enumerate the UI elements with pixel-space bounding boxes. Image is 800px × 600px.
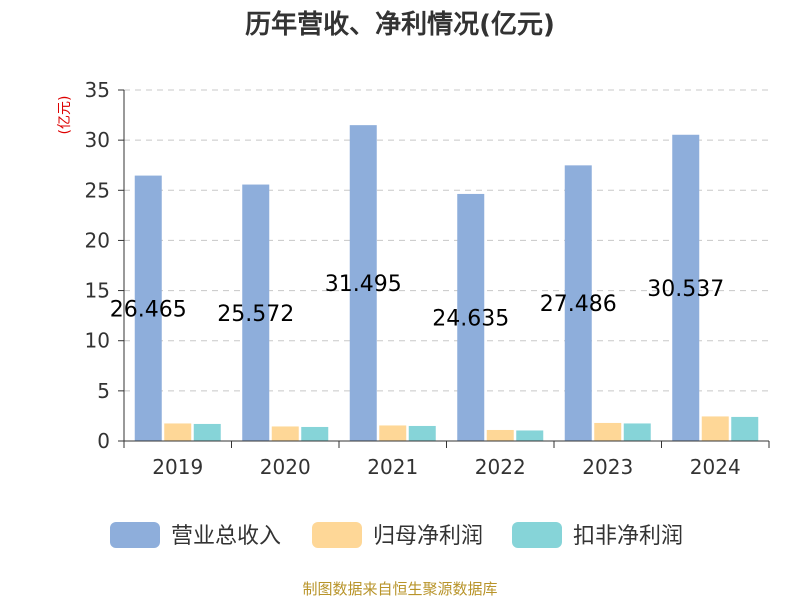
- grid-lines: [124, 89, 769, 392]
- y-tick-label: 30: [85, 128, 110, 152]
- data-label: 27.486: [540, 292, 617, 317]
- data-label: 24.635: [432, 306, 509, 331]
- bar-3-2021[interactable]: [408, 425, 436, 441]
- x-tick-label: 2022: [475, 455, 526, 479]
- bar-3-2022[interactable]: [516, 430, 544, 441]
- data-labels: 26.465 25.572 31.495 24.635 27.486 30.537: [110, 272, 724, 331]
- x-tick-label: 2024: [690, 455, 741, 479]
- y-axis-unit-label: (亿元): [57, 96, 73, 135]
- data-label: 26.465: [110, 297, 187, 322]
- legend-label: 扣非净利润: [573, 524, 683, 549]
- x-tick-label: 2021: [367, 455, 418, 479]
- y-tick-label: 10: [85, 329, 110, 353]
- y-tick-label: 35: [85, 78, 110, 102]
- bar-1-2023[interactable]: [564, 165, 592, 442]
- bar-1-2021[interactable]: [349, 125, 377, 441]
- bar-2-2023[interactable]: [594, 422, 622, 441]
- y-tick-label: 20: [85, 228, 110, 252]
- legend-swatch: [512, 522, 562, 548]
- bar-2-2019[interactable]: [164, 423, 192, 441]
- y-tick-label: 15: [85, 279, 110, 303]
- bar-3-2024[interactable]: [731, 416, 759, 441]
- x-tick-label: 2019: [152, 455, 203, 479]
- data-label: 30.537: [647, 277, 724, 302]
- bar-1-2019[interactable]: [134, 175, 162, 441]
- legend-swatch: [312, 522, 362, 548]
- legend-swatch: [110, 522, 160, 548]
- legend-label: 营业总收入: [171, 524, 281, 549]
- bar-1-2022[interactable]: [457, 193, 485, 441]
- data-source-note: 制图数据来自恒生聚源数据库: [302, 580, 497, 598]
- legend-item-1[interactable]: 营业总收入: [110, 522, 281, 549]
- bar-3-2023[interactable]: [623, 423, 651, 441]
- bar-3-2019[interactable]: [193, 423, 221, 441]
- bar-2-2024[interactable]: [701, 416, 729, 441]
- chart-title: 历年营收、净利情况(亿元): [245, 9, 555, 40]
- legend[interactable]: 营业总收入 归母净利润 扣非净利润: [110, 522, 683, 549]
- bar-1-2020[interactable]: [242, 184, 270, 441]
- legend-label: 归母净利润: [373, 524, 483, 549]
- bar-2-2022[interactable]: [486, 429, 514, 441]
- legend-item-2[interactable]: 归母净利润: [312, 522, 483, 549]
- bar-2-2021[interactable]: [379, 425, 407, 441]
- x-tick-label: 2023: [582, 455, 633, 479]
- bar-2-2020[interactable]: [271, 426, 299, 441]
- y-tick-label: 0: [97, 429, 110, 453]
- x-tick-label: 2020: [260, 455, 311, 479]
- legend-item-3[interactable]: 扣非净利润: [512, 522, 683, 549]
- bar-1-2024[interactable]: [672, 134, 700, 441]
- data-label: 31.495: [325, 272, 402, 297]
- data-label: 25.572: [217, 302, 294, 327]
- y-tick-label: 5: [97, 379, 110, 403]
- axes: 0 5 10 15 20 25 30 35 2019 2020 2021 2022 2023 2024: [85, 78, 770, 479]
- bar-3-2020[interactable]: [301, 426, 329, 441]
- y-tick-label: 25: [85, 178, 110, 202]
- bars: [134, 125, 759, 442]
